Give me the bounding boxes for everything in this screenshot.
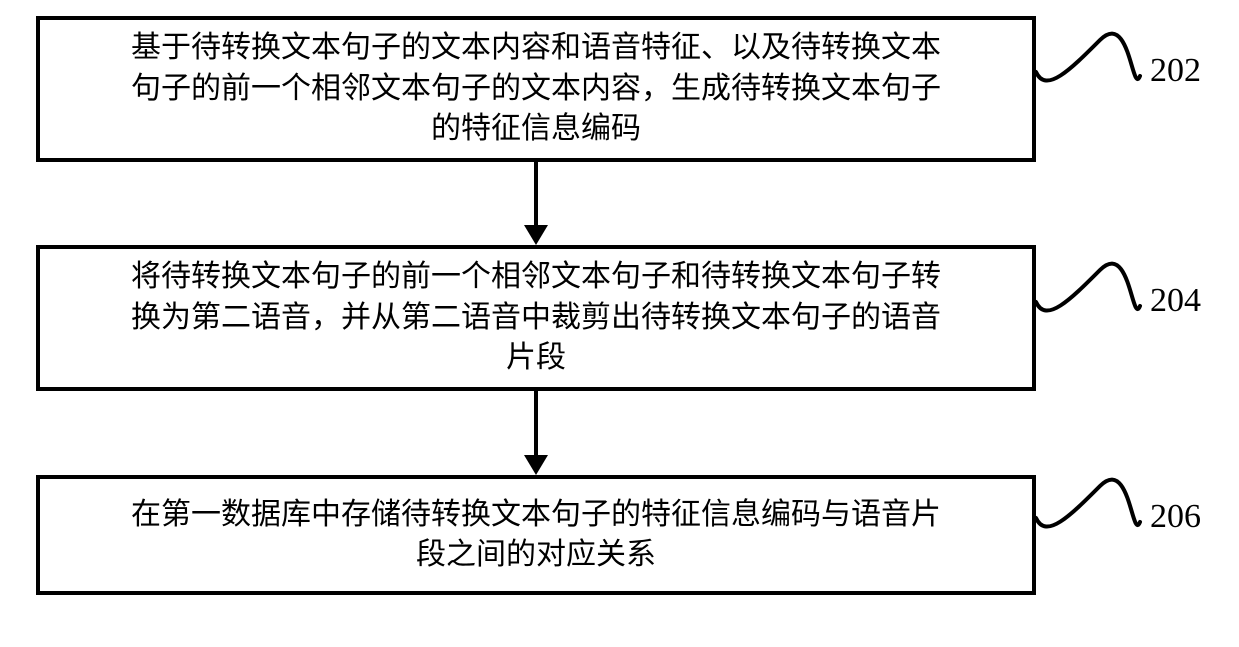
flow-step-text: 基于待转换文本句子的文本内容和语音特征、以及待转换文本 句子的前一个相邻文本句子…: [131, 28, 941, 150]
flow-step-text: 在第一数据库中存储待转换文本句子的特征信息编码与语音片 段之间的对应关系: [131, 495, 941, 576]
flow-arrow-head: [524, 225, 548, 245]
callout-curve: [1006, 10, 1170, 106]
flow-arrow: [534, 162, 538, 225]
flow-arrow-head: [524, 455, 548, 475]
flow-step-206: 在第一数据库中存储待转换文本句子的特征信息编码与语音片 段之间的对应关系: [36, 475, 1036, 595]
callout-curve: [1006, 456, 1170, 552]
flow-step-text: 将待转换文本句子的前一个相邻文本句子和待转换文本句子转 换为第二语音，并从第二语…: [131, 257, 941, 379]
flow-step-204: 将待转换文本句子的前一个相邻文本句子和待转换文本句子转 换为第二语音，并从第二语…: [36, 245, 1036, 391]
step-number-label: 204: [1150, 282, 1201, 320]
step-number-label: 202: [1150, 52, 1201, 90]
flow-arrow: [534, 391, 538, 455]
step-number-label: 206: [1150, 498, 1201, 536]
flow-step-202: 基于待转换文本句子的文本内容和语音特征、以及待转换文本 句子的前一个相邻文本句子…: [36, 16, 1036, 162]
callout-curve: [1006, 240, 1170, 336]
